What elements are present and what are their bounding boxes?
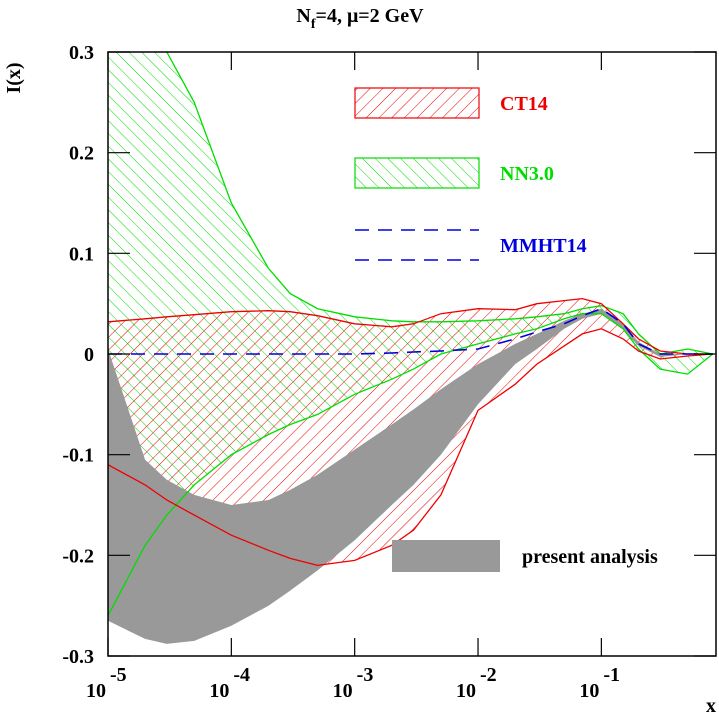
chart-title: Nf=4, μ=2 GeV [296, 5, 424, 32]
y-tick-label: 0 [84, 344, 94, 366]
band-lower-edge [108, 313, 714, 617]
legend-label: CT14 [500, 93, 548, 115]
y-tick-label: 0.1 [69, 243, 94, 265]
y-tick-label: 0.3 [69, 42, 94, 64]
legend-swatch [392, 540, 500, 572]
legend-label: present analysis [522, 546, 658, 568]
band-upper-edge [108, 297, 713, 355]
legend-label: NN3.0 [500, 163, 554, 185]
band-lower-edge [108, 328, 713, 567]
y-tick-label: 0.2 [69, 143, 94, 165]
y-axis-label: I(x) [3, 62, 25, 93]
band-upper-edge [165, 52, 713, 355]
x-tick-label: 10 [333, 680, 353, 702]
legend-label: MMHT14 [500, 235, 587, 257]
x-tick-exponent: -1 [603, 664, 620, 686]
x-tick-exponent: -5 [110, 664, 127, 686]
title-main: N [296, 5, 311, 27]
y-tick-label: -0.3 [62, 646, 94, 668]
axes: -0.3-0.2-0.100.10.20.310-510-410-310-210… [62, 42, 717, 702]
legend-swatch [354, 87, 480, 119]
x-axis-label: x [706, 695, 716, 717]
x-tick-exponent: -4 [233, 664, 250, 686]
title-rest: =4, μ=2 GeV [316, 5, 425, 27]
line [108, 307, 713, 355]
plot-area [108, 52, 714, 644]
y-tick-label: -0.1 [62, 445, 94, 467]
y-tick-label: -0.2 [62, 545, 94, 567]
x-tick-label: 10 [456, 680, 476, 702]
x-tick-exponent: -2 [480, 664, 497, 686]
x-tick-exponent: -3 [357, 664, 374, 686]
x-tick-label: 10 [209, 680, 229, 702]
legend: NN3.0 CT14 present analysis MMHT14 [354, 87, 658, 572]
legend-swatch [354, 157, 480, 189]
x-tick-label: 10 [86, 680, 106, 702]
x-tick-label: 10 [579, 680, 599, 702]
band [108, 308, 713, 644]
title-sub: f [311, 17, 316, 32]
